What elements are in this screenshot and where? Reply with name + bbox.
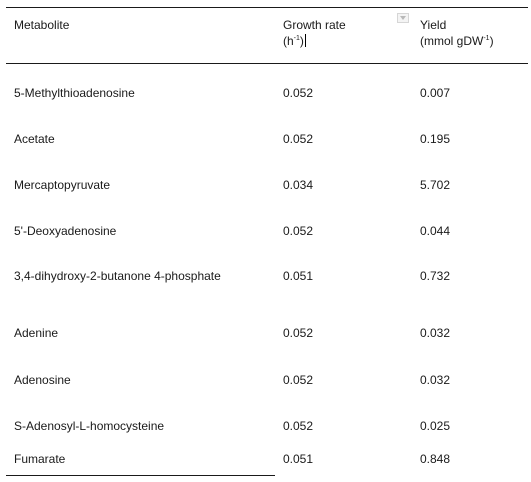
cell-yield[interactable]: 0.032 bbox=[420, 373, 451, 387]
cell-yield[interactable]: 0.195 bbox=[420, 132, 451, 146]
header-yield-unit: (mmol gDW-1) bbox=[420, 34, 494, 48]
cell-metabolite[interactable]: Acetate bbox=[14, 132, 55, 146]
cell-growth-rate[interactable]: 0.052 bbox=[283, 326, 314, 340]
cell-metabolite[interactable]: Fumarate bbox=[14, 452, 66, 466]
cell-growth-rate[interactable]: 0.051 bbox=[283, 269, 314, 283]
cell-metabolite[interactable]: Adenine bbox=[14, 326, 59, 340]
header-growth-rate-label: Growth rate bbox=[283, 18, 346, 32]
dropdown-arrow-icon bbox=[400, 16, 406, 20]
cell-yield[interactable]: 0.025 bbox=[420, 419, 451, 433]
table-top-rule bbox=[6, 7, 528, 8]
cell-yield[interactable]: 0.032 bbox=[420, 326, 451, 340]
cell-growth-rate[interactable]: 0.051 bbox=[283, 452, 314, 466]
cell-metabolite[interactable]: Mercaptopyruvate bbox=[14, 178, 111, 192]
cell-growth-rate[interactable]: 0.052 bbox=[283, 86, 314, 100]
header-yield-label: Yield bbox=[420, 18, 447, 32]
cell-yield[interactable]: 0.044 bbox=[420, 224, 451, 238]
header-growth-rate-unit: (h-1) bbox=[283, 34, 306, 48]
cell-metabolite[interactable]: S-Adenosyl-L-homocysteine bbox=[14, 419, 165, 433]
cell-metabolite[interactable]: 3,4-dihydroxy-2-butanone 4-phosphate bbox=[14, 269, 221, 283]
cell-growth-rate[interactable]: 0.052 bbox=[283, 373, 314, 387]
cell-yield[interactable]: 0.007 bbox=[420, 86, 451, 100]
cell-metabolite[interactable]: 5'-Deoxyadenosine bbox=[14, 224, 117, 238]
cell-growth-rate[interactable]: 0.052 bbox=[283, 132, 314, 146]
header-metabolite-label: Metabolite bbox=[14, 18, 70, 32]
cell-yield[interactable]: 0.732 bbox=[420, 269, 451, 283]
cell-growth-rate[interactable]: 0.052 bbox=[283, 224, 314, 238]
header-bottom-rule bbox=[6, 63, 528, 64]
header-yield[interactable]: Yield (mmol gDW-1) bbox=[420, 17, 494, 49]
cell-metabolite[interactable]: 5-Methylthioadenosine bbox=[14, 86, 135, 100]
header-metabolite[interactable]: Metabolite bbox=[14, 17, 69, 33]
column-dropdown-button[interactable] bbox=[397, 13, 409, 23]
header-growth-rate[interactable]: Growth rate (h-1) bbox=[283, 17, 346, 49]
cell-yield[interactable]: 0.848 bbox=[420, 452, 451, 466]
table-bottom-rule bbox=[6, 475, 275, 476]
cell-yield[interactable]: 5.702 bbox=[420, 178, 451, 192]
text-cursor bbox=[304, 34, 306, 47]
cell-growth-rate[interactable]: 0.034 bbox=[283, 178, 314, 192]
cell-growth-rate[interactable]: 0.052 bbox=[283, 419, 314, 433]
cell-metabolite[interactable]: Adenosine bbox=[14, 373, 71, 387]
